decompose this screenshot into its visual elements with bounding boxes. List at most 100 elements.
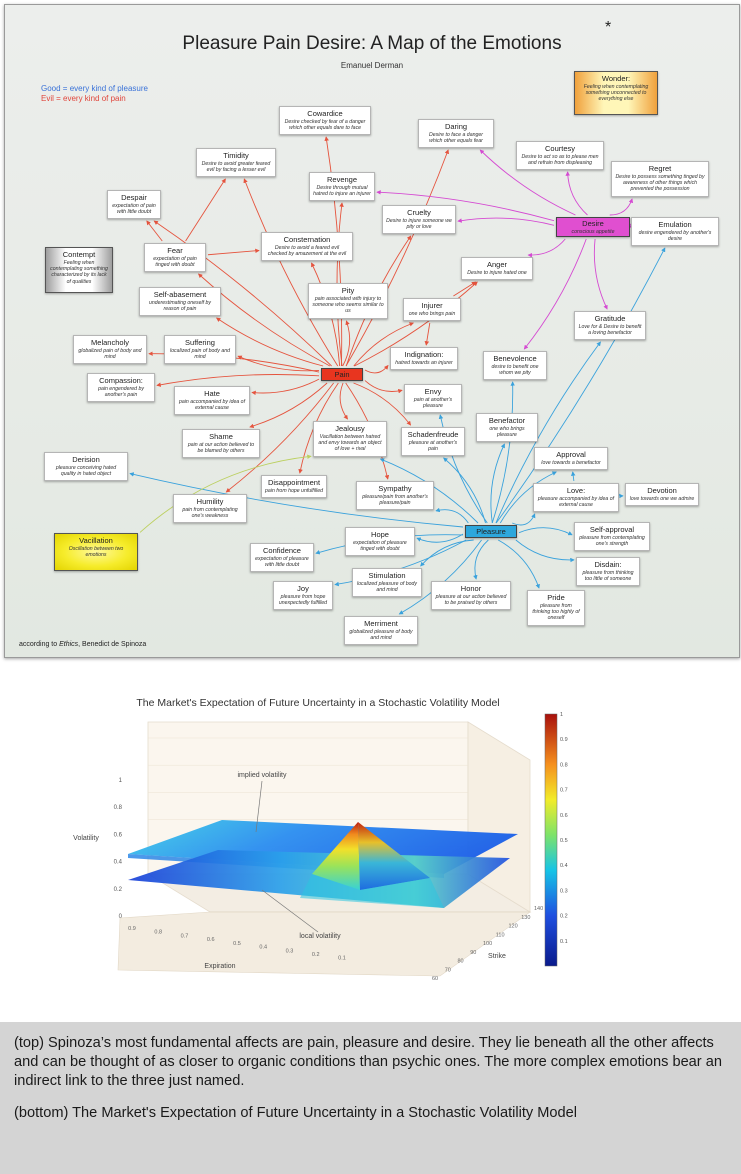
- z-tick-label: 0.4: [114, 860, 123, 866]
- link-pain-to-pity: [342, 320, 351, 367]
- node-title: Honor: [460, 584, 482, 593]
- link-desire-to-courtesy: [565, 171, 588, 216]
- node-title: Disdain:: [594, 560, 622, 569]
- node-desc: pleasure accompanied by idea of external…: [537, 496, 615, 509]
- emotion-links: [129, 136, 666, 615]
- node-title: Melancholy: [91, 338, 129, 347]
- link-pleasure-to-disdain: [515, 539, 575, 563]
- node-title: Emulation: [658, 220, 692, 229]
- node-desc: one who brings pain: [408, 311, 456, 317]
- x-tick-label: 0.6: [207, 937, 215, 943]
- link-injurer-to-anger: [453, 281, 477, 297]
- node-desc: pain from hope unfulfilled: [265, 488, 323, 494]
- node-gratitude: Gratitude Love for & Desire to benefit a …: [574, 311, 646, 341]
- link-pain-to-suffering: [237, 355, 320, 372]
- node-merriment: Merriment globalized pleasure of body and…: [344, 616, 418, 646]
- link-pain-to-timidity: [243, 178, 339, 367]
- y-tick-label: 140: [534, 906, 543, 912]
- link-pleasure-to-gratitude: [495, 341, 601, 524]
- node-desc: globalized pain of body and mind: [78, 348, 142, 361]
- pointer-implied-volatility: [255, 780, 263, 833]
- link-pain-to-anger: [354, 281, 478, 367]
- link-pain-to-humility: [225, 382, 334, 493]
- link-pleasure-to-love: [512, 513, 536, 526]
- node-title: Shame: [209, 432, 233, 441]
- node-title: Envy: [424, 387, 442, 396]
- node-desc: underestimating oneself by reason of pai…: [149, 300, 211, 313]
- node-desc: pleasure from hope unexpectedly fulfille…: [278, 594, 328, 607]
- link-fear-to-timidity: [185, 178, 226, 242]
- y-tick-label: 130: [521, 915, 530, 921]
- y-tick-label: 100: [483, 941, 492, 947]
- node-title: Self-approval: [589, 525, 635, 534]
- node-title: Compassion:: [99, 376, 143, 385]
- z-tick-label: 0.6: [114, 832, 123, 838]
- node-anger: Anger Desire to injure hated one: [461, 257, 533, 281]
- colorbar: [544, 713, 558, 967]
- node-stimulation: Stimulation localized pleasure of body an…: [352, 568, 422, 598]
- link-pleasure-to-joy: [334, 539, 467, 587]
- node-title: Daring: [444, 122, 468, 131]
- node-revenge: Revenge Desire through mutual hatred to i…: [309, 172, 375, 202]
- y-tick-label: 70: [445, 967, 451, 973]
- x-tick-label: 0.2: [312, 952, 320, 958]
- colorbar-tick-label: 1: [560, 712, 563, 718]
- node-disappointment: Disappointment pain from hope unfulfilled: [261, 475, 327, 499]
- node-timidity: Timidity Desire to avoid greater feared e…: [196, 148, 276, 178]
- colorbar-tick-label: 0.9: [560, 737, 568, 743]
- link-pleasure-to-benefactor: [490, 443, 505, 524]
- node-despair: Despair expectation of pain with little d…: [107, 190, 161, 220]
- z-tick-label: 0.2: [114, 887, 123, 893]
- node-self-approval: Self-approval pleasure from contemplating…: [574, 522, 650, 552]
- node-desire: Desire conscious appetite: [556, 217, 630, 238]
- node-desc: pleasure at our action believed to be pr…: [435, 594, 507, 607]
- map-title-footnote-mark: *: [605, 19, 612, 36]
- node-desc: pleasure from thinking too highly of one…: [532, 603, 580, 622]
- node-title: Sympathy: [378, 484, 412, 493]
- node-derision: Derision pleasure conceiving hated qualit…: [44, 452, 128, 482]
- node-desc: desire engendered by another's desire: [638, 230, 712, 243]
- node-hate: Hate pain accompanied by idea of external…: [174, 386, 250, 416]
- node-title: Benefactor: [488, 416, 526, 425]
- y-tick-label: 120: [509, 924, 518, 930]
- colorbar-tick-label: 0.3: [560, 888, 568, 894]
- node-title: Cruelty: [407, 208, 431, 217]
- colorbar-ticks: 0.1 0.2 0.3 0.4 0.5 0.6 0.7 0.8 0.9 1: [560, 712, 568, 945]
- node-desc: Desire to face a danger which other equa…: [429, 132, 483, 145]
- y-tick-label: 90: [470, 950, 476, 956]
- link-pleasure-to-emulation: [495, 247, 666, 524]
- node-desc: pain at our action believed to be blamed…: [187, 442, 255, 455]
- node-desc: pleasure at another's pain: [408, 440, 458, 453]
- link-desire-to-benevolence: [523, 238, 587, 350]
- link-pain-to-despair: [153, 220, 332, 367]
- node-joy: Joy pleasure from hope unexpectedly fulfi…: [273, 581, 333, 611]
- link-pain-to-jealousy: [339, 382, 348, 420]
- y-tick-label: 60: [432, 976, 438, 982]
- x-tick-label: 0.3: [286, 948, 294, 954]
- caption-bottom: (bottom) The Market's Expectation of Fut…: [14, 1105, 578, 1121]
- z-tick-label: 1: [119, 778, 123, 784]
- node-title: Pity: [341, 286, 355, 295]
- link-love-to-approval: [570, 471, 576, 482]
- source-suffix: , Benedict de Spinoza: [78, 641, 147, 648]
- node-desc: expectation of pain tinged with doubt: [153, 256, 197, 269]
- node-pride: Pride pleasure from thinking too highly o…: [527, 590, 585, 626]
- link-vacillation-to-jealousy: [139, 454, 312, 533]
- node-title: Love:: [566, 486, 586, 495]
- node-vacillation: Vacillation Oscillation between two emoti…: [54, 533, 138, 571]
- node-desc: pleasure conceiving hated quality in hat…: [55, 465, 117, 478]
- node-courtesy: Courtesy Desire to act so as to please me…: [516, 141, 604, 171]
- volatility-surface-chart: The Market's Expectation of Future Uncer…: [73, 697, 568, 982]
- node-desc: pain at another's pleasure: [413, 397, 453, 410]
- link-pain-to-schadenfreude: [353, 382, 412, 426]
- x-tick-label: 0.7: [181, 933, 189, 939]
- node-fear: Fear expectation of pain tinged with doub…: [144, 243, 206, 273]
- label-local-volatility: local volatility: [299, 933, 341, 940]
- node-title: Suffering: [185, 338, 215, 347]
- link-pleasure-to-stimulation: [420, 539, 474, 567]
- node-desc: pain accompanied by idea of external cau…: [178, 399, 246, 412]
- node-desc: Desire to injure someone we pity or love: [386, 218, 452, 231]
- node-humility: Humility pain from contemplating one's we…: [173, 494, 247, 524]
- x-tick-label: 0.4: [259, 945, 267, 951]
- label-implied-volatility: implied volatility: [237, 772, 287, 779]
